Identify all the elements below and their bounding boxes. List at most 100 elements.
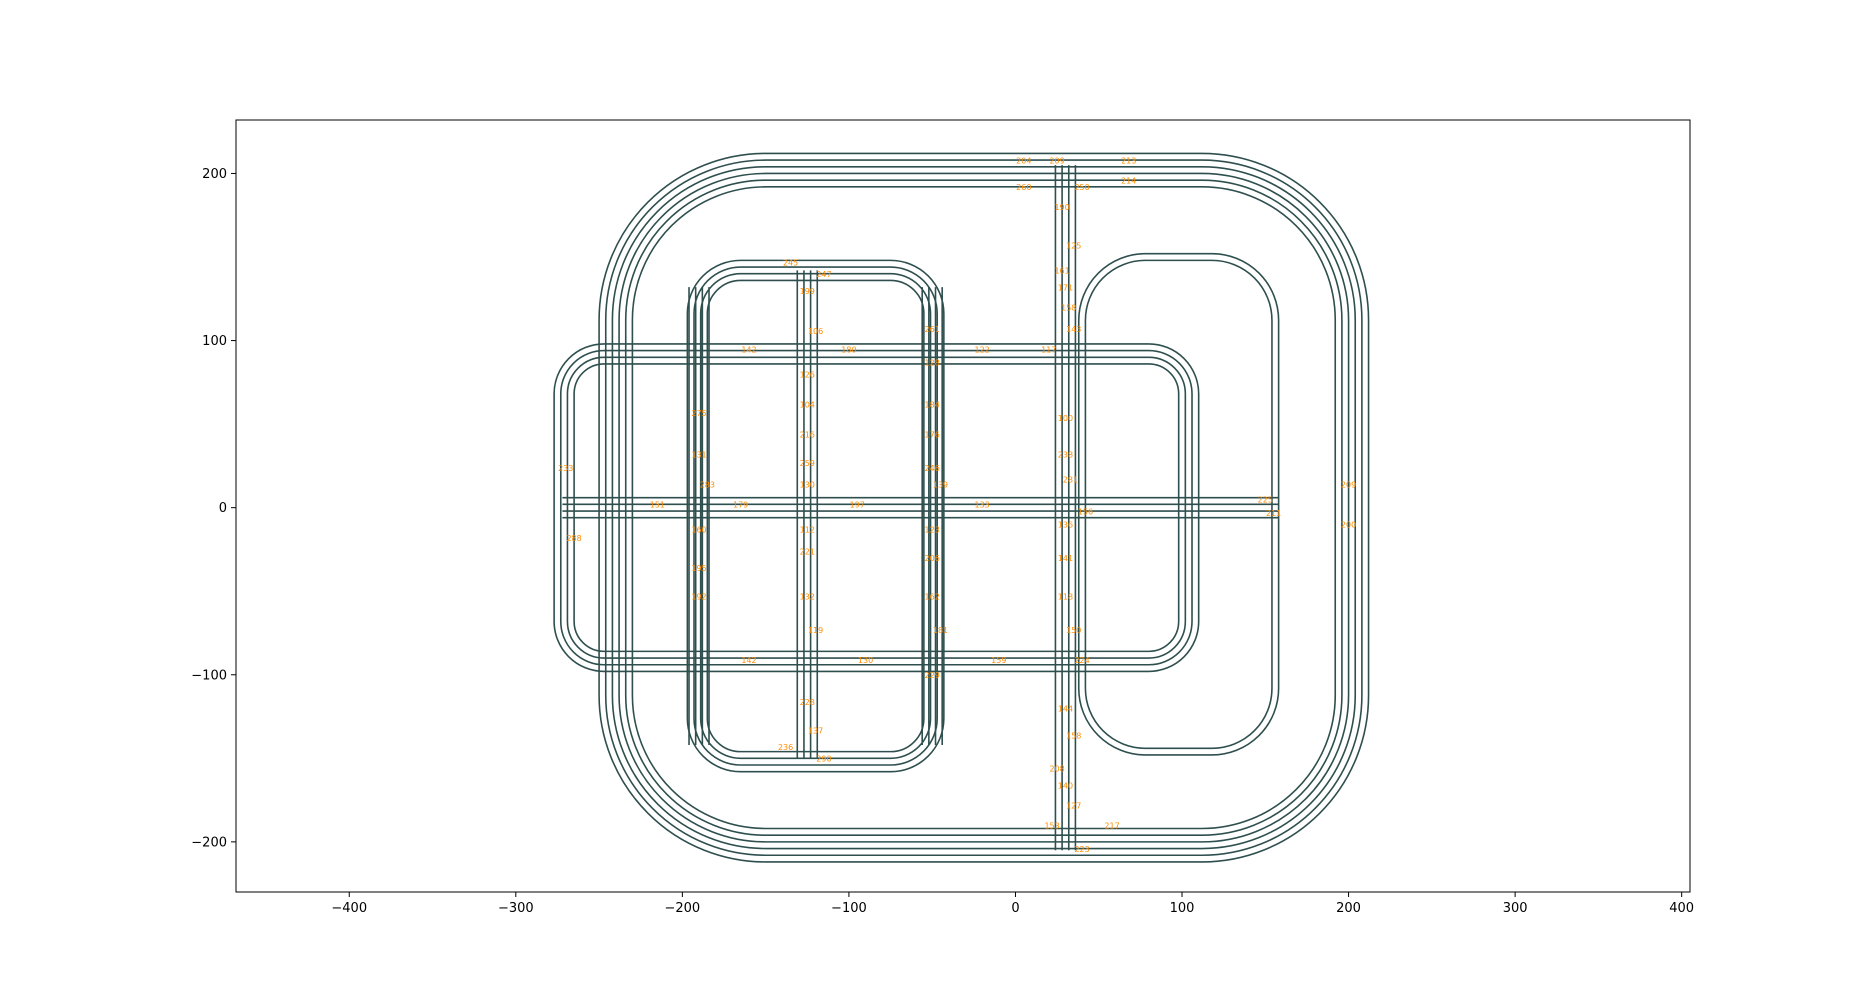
x-tick-label: 300 bbox=[1503, 901, 1528, 916]
lane-id-label: 158 bbox=[1061, 303, 1076, 312]
y-tick-label: −200 bbox=[191, 835, 227, 850]
y-tick-label: −100 bbox=[191, 668, 227, 683]
lane-line bbox=[631, 186, 1337, 830]
lane-id-label: 228 bbox=[800, 698, 815, 707]
lane-id-label: 117 bbox=[1041, 345, 1056, 354]
x-tick-label: −200 bbox=[665, 901, 701, 916]
lane-line bbox=[706, 279, 925, 753]
x-tick-label: −400 bbox=[331, 901, 367, 916]
lane-id-label: 133 bbox=[975, 501, 990, 510]
lane-id-label: 246 bbox=[925, 464, 940, 473]
lane-id-label: 261 bbox=[925, 325, 940, 334]
lane-id-label: 139 bbox=[933, 481, 948, 490]
lane-id-label: 211 bbox=[1266, 509, 1281, 518]
y-tick-label: 0 bbox=[219, 501, 227, 516]
axes-frame bbox=[235, 119, 1691, 893]
lane-id-label: 281 bbox=[1063, 476, 1078, 485]
lane-id-label: 160 bbox=[691, 526, 706, 535]
lane-id-label: 130 bbox=[800, 481, 815, 490]
lane-id-label: 131 bbox=[691, 451, 706, 460]
y-tick-label: 100 bbox=[202, 334, 227, 349]
lane-id-label: 290 bbox=[816, 755, 831, 764]
lane-id-label: 223 bbox=[1074, 845, 1089, 854]
lane-id-label: 197 bbox=[850, 501, 865, 510]
lane-line bbox=[559, 349, 1193, 666]
lane-id-label: 224 bbox=[1074, 656, 1089, 665]
lane-id-label: 275 bbox=[691, 409, 706, 418]
road-network bbox=[553, 152, 1370, 863]
lane-id-label: 159 bbox=[991, 656, 1006, 665]
lane-id-label: 260 bbox=[1016, 183, 1031, 192]
lane-line bbox=[573, 363, 1180, 653]
lane-id-label: 181 bbox=[933, 626, 948, 635]
lane-id-label: 213 bbox=[1121, 156, 1136, 165]
lane-id-label: 125 bbox=[1066, 242, 1081, 251]
lane-id-label: 179 bbox=[733, 501, 748, 510]
x-tick-label: 100 bbox=[1170, 901, 1195, 916]
x-tick-label: −300 bbox=[498, 901, 534, 916]
lane-id-label: 250 bbox=[1074, 183, 1089, 192]
lane-id-label: 233 bbox=[558, 464, 573, 473]
y-axis: 200 100 0 −100 −200 bbox=[191, 167, 236, 850]
lane-id-label: 236 bbox=[778, 743, 793, 752]
lane-id-label: 127 bbox=[1066, 801, 1081, 810]
x-tick-label: 200 bbox=[1336, 901, 1361, 916]
lane-id-label: 158 bbox=[1066, 731, 1081, 740]
lane-id-label: 208 bbox=[1049, 765, 1064, 774]
x-tick-label: −100 bbox=[831, 901, 867, 916]
lane-id-label: 283 bbox=[700, 481, 715, 490]
y-tick-label: 200 bbox=[202, 167, 227, 182]
lane-id-label: 190 bbox=[1054, 203, 1069, 212]
lane-id-label: 209 bbox=[1049, 156, 1064, 165]
lane-id-label: 137 bbox=[808, 726, 823, 735]
lane-id-label: 153 bbox=[1044, 822, 1059, 831]
lane-id-label: 112 bbox=[800, 526, 815, 535]
lane-line bbox=[604, 159, 1363, 857]
lane-id-label: 238 bbox=[1058, 451, 1073, 460]
lane-id-label: 140 bbox=[1058, 781, 1073, 790]
lane-line bbox=[693, 266, 938, 766]
lane-id-label: 288 bbox=[566, 534, 581, 543]
lane-id-label: 216 bbox=[800, 430, 815, 439]
lane-line bbox=[686, 259, 945, 773]
lane-id-label: 144 bbox=[1058, 705, 1073, 714]
lane-id-label: 123 bbox=[925, 526, 940, 535]
lane-id-label: 128 bbox=[925, 359, 940, 368]
lane-id-label: 156 bbox=[1078, 507, 1093, 516]
lane-line bbox=[624, 179, 1343, 836]
lane-id-label: 180 bbox=[841, 345, 856, 354]
lane-id-label: 161 bbox=[1054, 267, 1069, 276]
lane-id-label: 176 bbox=[925, 430, 940, 439]
lane-line bbox=[611, 165, 1357, 850]
lane-id-label: 162 bbox=[925, 593, 940, 602]
lane-id-label: 204 bbox=[1016, 156, 1031, 165]
lane-id-label: 130 bbox=[858, 656, 873, 665]
x-tick-label: 0 bbox=[1011, 901, 1019, 916]
lane-id-label: 225 bbox=[1258, 496, 1273, 505]
lane-id-label: 104 bbox=[800, 400, 815, 409]
x-axis: −400 −300 −200 −100 0 100 200 300 400 bbox=[331, 892, 1694, 916]
lane-line bbox=[598, 152, 1370, 863]
lane-id-label: 100 bbox=[1058, 414, 1073, 423]
lane-id-label: 118 bbox=[1058, 593, 1073, 602]
lane-id-label: 106 bbox=[808, 327, 823, 336]
lane-line bbox=[566, 356, 1187, 659]
lane-id-label: 200 bbox=[1341, 521, 1356, 530]
lane-id-label: 126 bbox=[800, 370, 815, 379]
lane-id-label: 245 bbox=[783, 258, 798, 267]
lane-line bbox=[553, 343, 1200, 673]
lane-id-label: 142 bbox=[741, 656, 756, 665]
lane-id-label: 142 bbox=[741, 345, 756, 354]
lane-id-label: 132 bbox=[800, 593, 815, 602]
lane-id-label: 195 bbox=[691, 564, 706, 573]
lane-id-label: 151 bbox=[650, 501, 665, 510]
lane-id-label: 150 bbox=[1066, 626, 1081, 635]
lane-id-label: 141 bbox=[1058, 554, 1073, 563]
lane-id-label: 192 bbox=[691, 593, 706, 602]
lane-id-label: 199 bbox=[800, 287, 815, 296]
lane-id-label: 217 bbox=[1104, 822, 1119, 831]
lane-id-label: 209 bbox=[1341, 481, 1356, 490]
lane-id-label: 247 bbox=[816, 270, 831, 279]
